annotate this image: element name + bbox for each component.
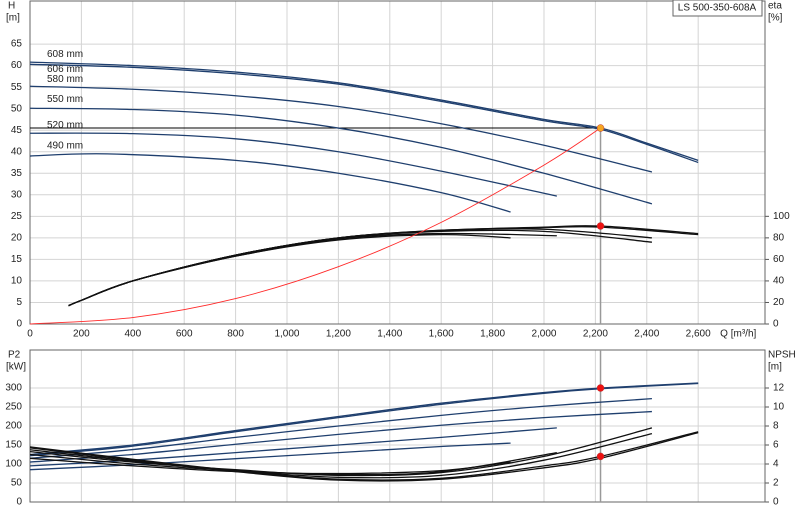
plot-frame — [29, 0, 766, 325]
curve — [29, 410, 652, 463]
y2-tick-label: 40 — [773, 276, 785, 287]
x-tick-label: 2,600 — [686, 329, 711, 340]
y-tick-label: 25 — [11, 211, 23, 222]
x-tick-label: 1,200 — [326, 329, 351, 340]
curve-label: 606 mm — [47, 64, 83, 75]
curve — [29, 85, 653, 173]
x-tick-label: 0 — [27, 329, 33, 340]
y2-tick-label: 2 — [773, 478, 779, 489]
x-tick-label: 1,000 — [274, 329, 299, 340]
y-tick-label: 15 — [11, 254, 23, 265]
y-tick-label: 20 — [11, 233, 23, 244]
x-tick-label: 1,800 — [480, 329, 505, 340]
x-tick-label: 400 — [124, 329, 141, 340]
y-tick-label: 5 — [16, 297, 22, 308]
duty-point — [596, 124, 605, 132]
y-tick-label: 0 — [16, 497, 22, 508]
curve — [29, 382, 699, 457]
y-tick-label: 30 — [11, 189, 23, 200]
y-tick-label: 100 — [5, 459, 22, 470]
curve — [29, 153, 511, 213]
y-tick-label: 50 — [11, 103, 23, 114]
curve — [68, 232, 557, 307]
y2-axis-label: eta — [768, 1, 782, 12]
y-axis-label: P2 — [8, 350, 21, 361]
y2-tick-label: 0 — [773, 319, 779, 330]
x-tick-label: 2,200 — [583, 329, 608, 340]
y-tick-label: 200 — [5, 421, 22, 432]
y2-tick-label: 4 — [773, 459, 779, 470]
curve — [68, 225, 699, 307]
x-tick-label: 600 — [176, 329, 193, 340]
chart-title: LS 500-350-608A — [678, 3, 757, 14]
y-tick-label: 55 — [11, 82, 23, 93]
curve — [29, 432, 699, 482]
y-tick-label: 65 — [11, 39, 23, 50]
duty-point — [596, 384, 605, 392]
curve — [29, 107, 653, 205]
x-tick-label: 1,600 — [429, 329, 454, 340]
y-tick-label: 300 — [5, 383, 22, 394]
curve-label: 520 mm — [47, 120, 83, 131]
curve-label: 490 mm — [47, 141, 83, 152]
y2-axis-label: NPSH — [768, 350, 796, 361]
y2-tick-label: 12 — [773, 383, 785, 394]
y2-axis-unit: [%] — [768, 13, 783, 24]
y2-tick-label: 8 — [773, 421, 779, 432]
y2-tick-label: 0 — [773, 497, 779, 508]
y2-axis-unit: [m] — [768, 362, 782, 373]
duty-point — [596, 222, 605, 230]
y-tick-label: 45 — [11, 125, 23, 136]
curve — [29, 132, 557, 197]
curve — [29, 442, 511, 471]
curve — [68, 229, 652, 307]
y-tick-label: 50 — [11, 478, 23, 489]
curve — [29, 382, 699, 456]
curve-label: 580 mm — [47, 74, 83, 85]
y-tick-label: 35 — [11, 168, 23, 179]
curve-label: 550 mm — [47, 94, 83, 105]
x-tick-label: 800 — [227, 329, 244, 340]
x-tick-label: 1,400 — [377, 329, 402, 340]
x-axis-label: Q [m³/h] — [720, 329, 756, 340]
curve — [29, 127, 601, 325]
curve — [29, 432, 653, 479]
x-tick-label: 2,000 — [531, 329, 556, 340]
plot-frame — [29, 349, 766, 503]
y-tick-label: 10 — [11, 276, 23, 287]
y-tick-label: 40 — [11, 146, 23, 157]
y2-tick-label: 60 — [773, 254, 785, 265]
curve — [29, 457, 511, 475]
x-tick-label: 200 — [73, 329, 90, 340]
curve — [29, 431, 699, 481]
y2-tick-label: 80 — [773, 233, 785, 244]
x-tick-label: 2,400 — [634, 329, 659, 340]
curve — [29, 63, 699, 164]
y-tick-label: 250 — [5, 402, 22, 413]
y-axis-unit: [kW] — [6, 362, 26, 373]
duty-point — [596, 452, 605, 461]
y-tick-label: 0 — [16, 319, 22, 330]
y-axis-label: H — [8, 1, 15, 12]
y-tick-label: 150 — [5, 440, 22, 451]
y2-tick-label: 10 — [773, 402, 785, 413]
y2-tick-label: 20 — [773, 297, 785, 308]
y-axis-unit: [m] — [6, 13, 20, 24]
title-box — [672, 0, 763, 17]
curve — [29, 427, 653, 477]
curve-label: 608 mm — [47, 49, 83, 60]
y2-tick-label: 6 — [773, 440, 779, 451]
curve — [29, 61, 699, 161]
curve — [68, 233, 511, 307]
curve — [29, 397, 652, 459]
y-tick-label: 60 — [11, 60, 23, 71]
curve — [68, 228, 652, 307]
y2-tick-label: 100 — [773, 211, 790, 222]
